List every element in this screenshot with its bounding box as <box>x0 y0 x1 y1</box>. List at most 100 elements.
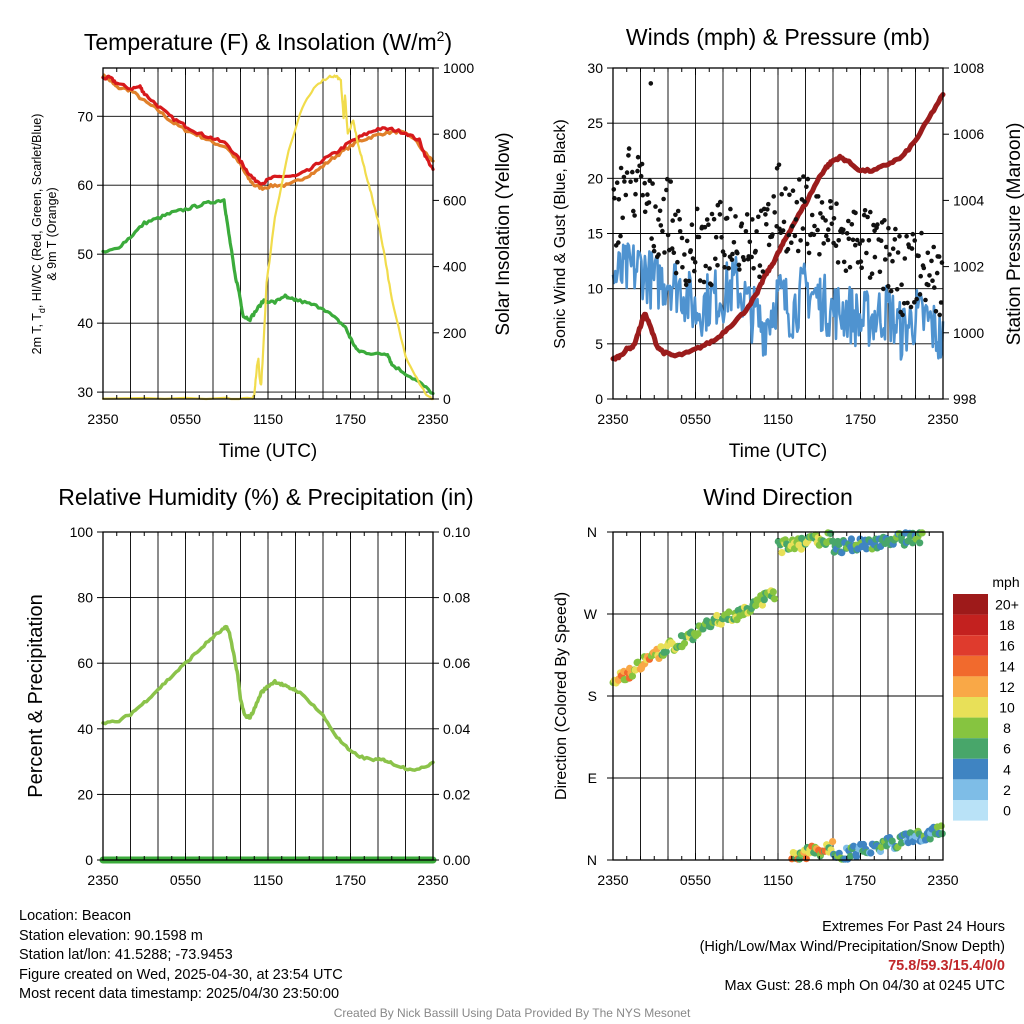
gust-point <box>881 286 886 292</box>
y-tick-label: 25 <box>587 115 603 131</box>
gust-point <box>916 253 921 259</box>
y-tick-label: 0 <box>85 852 93 868</box>
gust-point <box>713 234 719 240</box>
gust-point <box>764 222 769 227</box>
temperature-y-label-part: 2m T, T <box>30 313 44 355</box>
y-tick-label: 5 <box>595 336 603 352</box>
gust-point <box>756 214 761 220</box>
gust-point <box>704 217 710 222</box>
y2-tick-label: 0.02 <box>443 786 470 802</box>
gust-point <box>865 214 870 220</box>
temperature-title-close: ) <box>444 29 452 55</box>
gust-point <box>701 279 707 285</box>
gust-point <box>733 214 738 219</box>
extremes-values: 75.8/59.3/15.4/0/0 <box>888 958 1005 974</box>
y2-tick-label: 400 <box>443 259 467 275</box>
gust-point <box>824 233 829 239</box>
gust-point <box>635 168 640 174</box>
legend-label: 18 <box>999 617 1015 633</box>
extremes-block: Extremes For Past 24 Hours (High/Low/Max… <box>700 918 1005 996</box>
y2-tick-label: 0.00 <box>443 852 470 868</box>
gust-point <box>914 296 919 302</box>
gust-point <box>818 211 823 216</box>
gust-point <box>749 254 754 260</box>
gust-point <box>779 191 784 197</box>
legend-swatch <box>953 697 988 718</box>
gust-point <box>849 222 855 227</box>
direction-point <box>888 837 896 845</box>
gust-point <box>614 180 620 185</box>
gust-point <box>846 218 851 224</box>
gust-point <box>812 223 817 229</box>
gust-point <box>790 188 796 193</box>
gust-point <box>932 285 937 290</box>
x-tick-label: 0550 <box>680 411 711 427</box>
gust-point <box>690 256 696 261</box>
gust-point <box>656 252 661 257</box>
gust-point <box>692 259 698 265</box>
gust-point <box>611 187 617 192</box>
legend-swatch <box>953 779 988 800</box>
gust-point <box>862 208 868 213</box>
gust-point <box>933 309 939 314</box>
temperature-x-label: Time (UTC) <box>219 441 318 462</box>
legend-swatch <box>953 655 988 677</box>
gust-point <box>711 216 717 222</box>
gust-point <box>729 257 735 263</box>
gust-point <box>713 256 718 262</box>
gust-point <box>890 246 896 251</box>
pressure-line <box>610 92 946 362</box>
gust-point <box>905 300 910 306</box>
gust-point <box>675 259 680 265</box>
y2-tick-label: 1008 <box>953 60 984 76</box>
gust-point <box>618 165 624 171</box>
gust-point <box>662 250 667 255</box>
gust-point <box>821 241 826 246</box>
gust-point <box>763 212 768 217</box>
x-tick-label: 2350 <box>87 872 118 888</box>
gust-point <box>931 244 936 250</box>
gust-point <box>902 256 908 261</box>
gust-point <box>817 252 822 257</box>
gust-point <box>918 273 923 279</box>
y-tick-label: 30 <box>77 384 93 400</box>
gust-point <box>783 186 788 191</box>
humidity-panel: 2350 0550 1150 1750 2350 0 20 40 60 80 100 0.00 0.02… <box>25 484 474 888</box>
gust-point <box>771 194 776 199</box>
temperature-series-line <box>101 198 435 396</box>
legend-label: 8 <box>1003 720 1011 736</box>
gust-point <box>673 212 678 218</box>
gust-point <box>789 240 794 245</box>
gust-point <box>835 260 841 265</box>
winds-x-label: Time (UTC) <box>729 441 828 462</box>
gust-point <box>677 229 683 234</box>
direction-point <box>937 822 945 830</box>
direction-point <box>758 601 767 609</box>
y-tick-label: 80 <box>77 590 93 606</box>
gust-point <box>823 218 828 223</box>
gust-point <box>801 174 806 179</box>
gust-point <box>828 199 833 204</box>
gust-point <box>626 146 632 151</box>
y2-tick-label: 1000 <box>953 325 984 341</box>
gust-point <box>675 208 681 214</box>
gust-point <box>853 210 858 216</box>
x-tick-label: 1750 <box>335 411 366 427</box>
gust-point <box>875 222 880 227</box>
gust-point-max <box>648 81 654 86</box>
x-tick-label: 1150 <box>253 872 283 888</box>
gust-point <box>770 232 775 237</box>
y-tick-label: 20 <box>587 170 603 186</box>
gust-point <box>677 217 682 222</box>
gust-point <box>777 226 782 232</box>
extremes-title: Extremes For Past 24 Hours <box>822 919 1005 935</box>
gust-point <box>651 248 657 254</box>
gust-point <box>820 215 826 220</box>
y2-tick-label: 0 <box>443 391 451 407</box>
gust-point <box>651 243 657 249</box>
pressure-y-label: Station Pressure (Maroon) <box>1004 123 1024 346</box>
gust-point <box>703 263 708 269</box>
gust-point <box>806 250 812 256</box>
gust-point <box>825 237 831 243</box>
